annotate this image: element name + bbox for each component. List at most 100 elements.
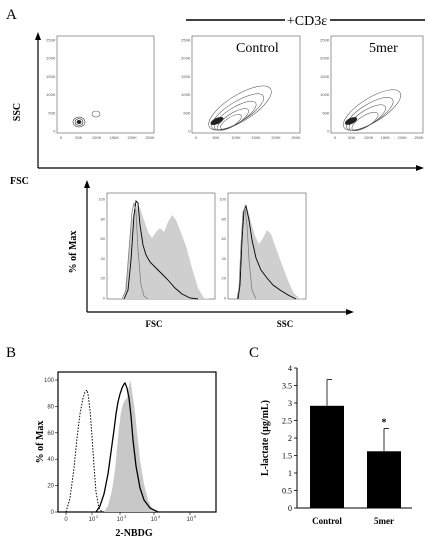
histogram-ssc: 100 80 60 40 20 0 SSC — [219, 192, 307, 329]
contour-xtick: 150K — [251, 135, 261, 140]
c-ytick: 1.5 — [282, 452, 292, 461]
c-ytick: 4 — [288, 364, 292, 373]
contour-xtick: 200K — [128, 135, 138, 140]
bar-5mer — [367, 451, 401, 508]
c-ytick: 2 — [288, 434, 292, 443]
c-ytick: 2.5 — [282, 417, 292, 426]
a-ylabel: SSC — [12, 103, 23, 121]
contour-ytick: 50K — [322, 110, 329, 115]
contour-ytick: 100K — [320, 92, 330, 97]
c-category-label: 5mer — [374, 516, 394, 526]
hist-ytick: 40 — [222, 256, 227, 261]
c-category-label: Control — [312, 516, 342, 526]
b-xtick-exp: 4 — [158, 514, 161, 519]
b-xtick: 10 — [151, 517, 158, 523]
panel-letter-a: A — [6, 7, 17, 23]
b-xlabel: 2-NBDG — [115, 528, 152, 539]
cd3-label: +CD3ε — [287, 14, 327, 29]
contour-ytick: 250K — [181, 38, 191, 43]
ah-y-arrow-icon — [84, 180, 90, 188]
contour-ytick: 250K — [320, 38, 330, 43]
contour-xtick: 50K — [348, 135, 355, 140]
contour-ytick: 100K — [181, 92, 191, 97]
contour-xtick: 200K — [271, 135, 281, 140]
contour-ytick: 200K — [320, 56, 330, 61]
contour-xtick: 100K — [231, 135, 241, 140]
contour-xtick: 0 — [60, 135, 63, 140]
b-xtick: 10 — [187, 517, 194, 523]
contour-ytick: 150K — [181, 74, 191, 79]
contour-xtick: 0 — [195, 135, 198, 140]
c-ytick: 3 — [288, 399, 292, 408]
b-xtick: 0 — [64, 517, 68, 523]
contour-xtick: 100K — [364, 135, 374, 140]
hist-ytick: 20 — [222, 276, 227, 281]
contour-ytick: 0 — [188, 129, 191, 134]
contour-xtick: 100K — [92, 135, 102, 140]
b-curve-dotted — [65, 389, 103, 513]
contour-title-5mer: 5mer — [369, 41, 398, 56]
hist-ytick: 20 — [101, 276, 106, 281]
c-ylabel: L-lactate (μg/mL) — [260, 400, 271, 476]
contour-xtick: 150K — [110, 135, 120, 140]
b-xtick-exp: 2 — [96, 514, 99, 519]
b-xtick: 10 — [89, 517, 96, 523]
contour-xtick: 0 — [334, 135, 337, 140]
contour-xtick: 250K — [291, 135, 301, 140]
hist-ytick: 60 — [222, 236, 227, 241]
b-xtick-exp: 5 — [194, 514, 197, 519]
hist-ytick: 40 — [101, 256, 106, 261]
hist-ytick: 100 — [98, 197, 105, 202]
contour-ytick: 0 — [53, 129, 56, 134]
contour-xtick: 200K — [398, 135, 408, 140]
b-ylabel: % of Max — [35, 421, 46, 464]
contour-plot-control: 250K 200K 150K 100K 50K 00 50K 100K 150K 200K 250K… — [181, 35, 301, 140]
b-ytick: 40 — [47, 457, 54, 463]
hist-ytick: 80 — [101, 216, 106, 221]
contour-ytick: 250K — [46, 38, 56, 43]
contour-xtick: 150K — [381, 135, 391, 140]
b-ytick: 100 — [44, 378, 55, 384]
hist-ytick: 100 — [219, 197, 226, 202]
contour-ytick: 150K — [46, 74, 56, 79]
b-xtick: 10 — [117, 517, 124, 523]
contour-xtick: 250K — [414, 135, 424, 140]
contour-ytick: 0 — [327, 129, 330, 134]
a-y-arrow-icon — [35, 32, 41, 40]
hist-ytick: 0 — [224, 296, 227, 301]
contour-ytick: 150K — [320, 74, 330, 79]
bar-chart: 0 0.5 1 1.5 2 2.5 3 3.5 4 Control 5mer * — [282, 364, 412, 526]
c-ytick: 1 — [288, 469, 292, 478]
b-curve-grey — [104, 380, 156, 512]
contour-xtick: 50K — [75, 135, 82, 140]
b-ytick: 60 — [47, 431, 54, 437]
b-ytick: 80 — [47, 404, 54, 410]
ah-ylabel: % of Max — [68, 231, 79, 274]
b-ytick: 0 — [51, 510, 55, 516]
contour-xtick: 250K — [145, 135, 155, 140]
panel-letter-c: C — [249, 345, 259, 361]
panel-letter-b: B — [6, 345, 16, 361]
a-xlabel: FSC — [10, 176, 29, 187]
significance-star: * — [382, 418, 387, 429]
histogram-fsc-xlabel: FSC — [145, 319, 162, 329]
c-ytick: 0 — [288, 504, 292, 513]
histogram-fsc: 100 80 60 40 20 0 FSC — [98, 192, 216, 329]
contour-xtick: 50K — [212, 135, 219, 140]
contour-plot-unstimulated: 250K 200K 150K 100K 50K 00 50K 100K 150K 200K 250K — [46, 35, 155, 140]
bar-control — [310, 405, 344, 508]
a-x-arrow-icon — [416, 165, 424, 171]
contour-ytick: 100K — [46, 92, 56, 97]
b-curve-black — [95, 381, 159, 513]
histogram-ssc-xlabel: SSC — [277, 319, 294, 329]
ah-x-arrow-icon — [346, 309, 354, 315]
b-ytick: 20 — [47, 484, 54, 490]
b-xtick-exp: 3 — [124, 514, 127, 519]
contour-ytick: 200K — [181, 56, 191, 61]
contour-ytick: 50K — [183, 110, 190, 115]
contour-ytick: 200K — [46, 56, 56, 61]
hist-ytick: 60 — [101, 236, 106, 241]
hist-ytick: 80 — [222, 216, 227, 221]
